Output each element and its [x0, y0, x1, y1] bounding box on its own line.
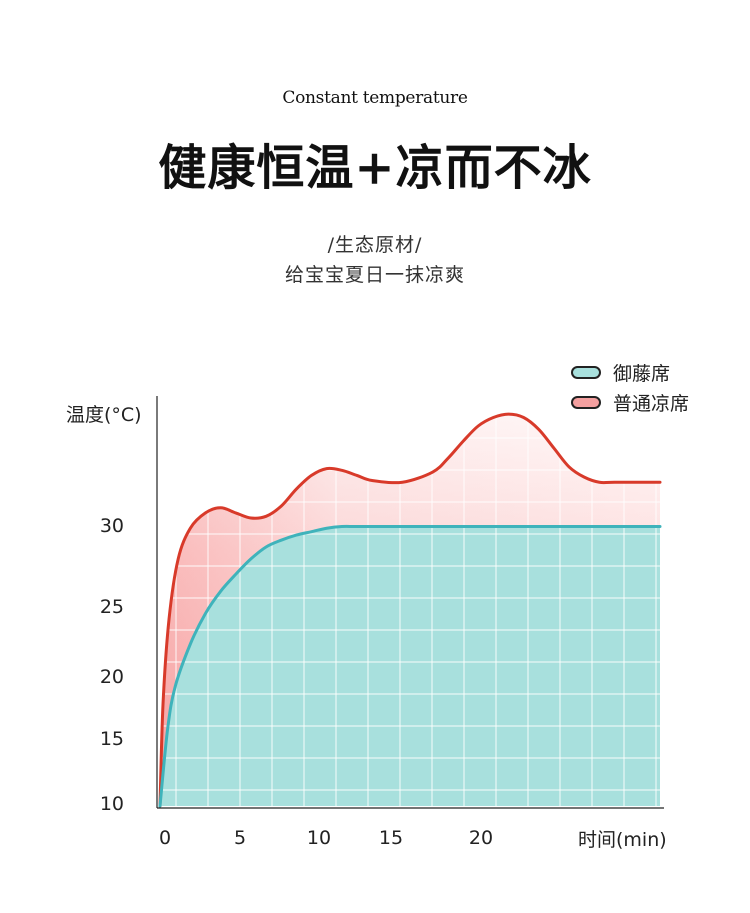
x-tick-label: 5 [234, 827, 246, 849]
legend-item-normal: 普通凉席 [571, 387, 689, 417]
subtitle-line-2: 给宝宝夏日一抹凉爽 [284, 264, 465, 286]
y-tick-label: 10 [100, 793, 124, 815]
area-yuteng [160, 526, 660, 806]
x-tick-label: 20 [469, 827, 493, 849]
legend-label-normal: 普通凉席 [613, 392, 690, 415]
legend-swatch-yuteng [571, 365, 601, 379]
eyebrow-text: Constant temperature [282, 88, 468, 108]
page-title: 健康恒温+凉而不冰 [158, 140, 592, 196]
x-tick-label: 15 [379, 827, 403, 849]
y-tick-label: 20 [100, 666, 124, 688]
y-tick-label: 15 [100, 728, 124, 750]
series-line-yuteng [158, 524, 662, 808]
x-tick-label: 10 [307, 827, 331, 849]
y-axis-label: 温度(°C) [66, 404, 142, 426]
y-tick-label: 25 [100, 596, 124, 618]
chart-legend: 御藤席 普通凉席 [571, 357, 689, 417]
subtitle-line-1: /生态原材/ [327, 234, 423, 256]
legend-item-yuteng: 御藤席 [571, 357, 689, 387]
y-tick-label: 30 [100, 515, 124, 537]
x-tick-label: 0 [159, 827, 171, 849]
legend-label-yuteng: 御藤席 [613, 362, 671, 385]
x-axis-label: 时间(min) [578, 829, 667, 851]
legend-swatch-normal [571, 395, 601, 409]
series-line-normal [158, 412, 662, 808]
